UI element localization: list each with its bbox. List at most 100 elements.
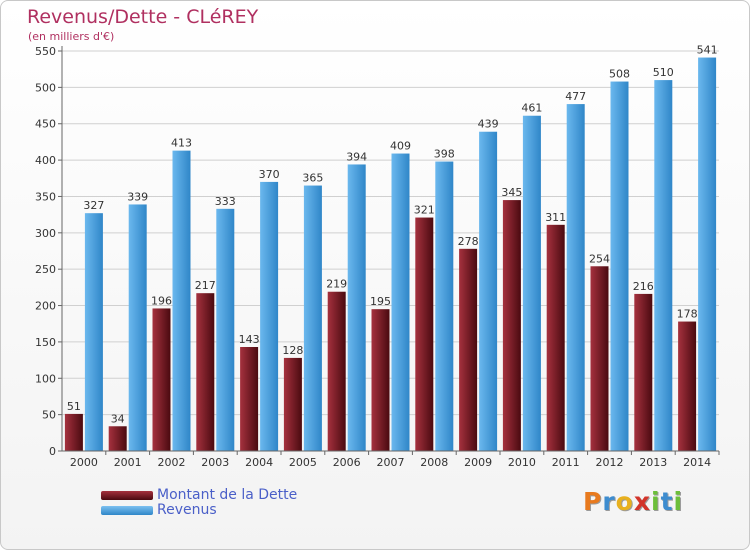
data-labels: 51 327 34 339 196 413 217 333 143 370 128 365 219 394… — [67, 44, 718, 426]
data-label-dette: 128 — [282, 344, 303, 357]
bar-revenus — [172, 150, 191, 452]
bar-dette — [634, 293, 653, 451]
logo-letter: i — [673, 487, 684, 516]
proxiti-logo: Proxiti — [583, 487, 683, 516]
bar-dette — [283, 357, 302, 451]
data-label-revenus: 439 — [478, 118, 499, 131]
bar-revenus — [610, 81, 629, 451]
bar-dette — [371, 309, 390, 451]
data-label-revenus: 477 — [565, 90, 586, 103]
data-label-revenus: 541 — [697, 44, 718, 57]
data-label-dette: 345 — [501, 186, 522, 199]
data-label-revenus: 339 — [127, 190, 148, 203]
bar-revenus — [522, 115, 541, 452]
y-tick-label: 150 — [35, 336, 56, 349]
y-tick-label: 0 — [49, 445, 56, 458]
logo-letter: i — [651, 487, 661, 516]
bar-dette — [196, 293, 215, 451]
y-tick-label: 400 — [35, 154, 56, 167]
data-label-dette: 196 — [151, 294, 172, 307]
data-label-revenus: 510 — [653, 66, 674, 79]
bar-dette — [327, 291, 346, 451]
chart-subtitle: (en milliers d'€) — [28, 30, 115, 43]
bar-revenus — [698, 57, 717, 451]
x-tick-label: 2007 — [377, 456, 405, 469]
data-label-revenus: 508 — [609, 68, 630, 81]
bar-dette — [590, 266, 609, 451]
legend-label-dette: Montant de la Dette — [157, 487, 298, 503]
data-label-dette: 217 — [195, 279, 216, 292]
bar-revenus — [654, 80, 673, 451]
x-tick-label: 2004 — [245, 456, 273, 469]
data-label-revenus: 409 — [390, 140, 411, 153]
data-label-revenus: 365 — [302, 172, 323, 185]
data-label-dette: 278 — [458, 235, 479, 248]
y-tick-label: 500 — [35, 81, 56, 94]
bar-dette — [502, 200, 521, 451]
bar-revenus — [216, 208, 235, 451]
bar-dette — [240, 347, 259, 451]
data-label-dette: 195 — [370, 295, 391, 308]
bar-revenus — [347, 164, 366, 452]
data-label-revenus: 370 — [259, 168, 280, 181]
logo-letter: P — [583, 487, 603, 516]
data-label-revenus: 398 — [434, 148, 455, 161]
axes: 0 50 100 150 200 250 300 350 400 450 500 550 2000 200… — [35, 45, 720, 469]
data-label-dette: 51 — [67, 400, 81, 413]
data-label-dette: 219 — [326, 278, 347, 291]
data-label-revenus: 333 — [215, 195, 236, 208]
data-label-dette: 143 — [239, 333, 260, 346]
data-label-revenus: 413 — [171, 137, 192, 150]
y-tick-label: 100 — [35, 372, 56, 385]
x-tick-label: 2009 — [464, 456, 492, 469]
x-tick-label: 2003 — [201, 456, 229, 469]
y-tick-label: 250 — [35, 263, 56, 276]
data-label-dette: 34 — [111, 412, 125, 425]
x-tick-label: 2013 — [639, 456, 667, 469]
bars — [64, 57, 717, 452]
x-tick-label: 2010 — [508, 456, 536, 469]
logo-letter: r — [602, 487, 616, 516]
bar-revenus — [260, 181, 279, 451]
data-label-dette: 311 — [545, 211, 566, 224]
x-tick-label: 2006 — [333, 456, 361, 469]
bar-revenus — [435, 161, 454, 451]
y-tick-label: 200 — [35, 300, 56, 313]
bar-revenus — [303, 185, 322, 451]
y-tick-label: 50 — [42, 409, 56, 422]
data-label-revenus: 461 — [521, 102, 542, 115]
bar-dette — [64, 413, 83, 451]
x-tick-label: 2000 — [70, 456, 98, 469]
bar-revenus — [479, 131, 498, 451]
data-label-dette: 254 — [589, 252, 610, 265]
bar-dette — [546, 224, 565, 451]
x-tick-label: 2011 — [552, 456, 580, 469]
data-label-revenus: 394 — [346, 150, 367, 163]
bar-dette — [459, 248, 478, 451]
y-tick-label: 450 — [35, 118, 56, 131]
data-label-dette: 321 — [414, 204, 435, 217]
logo-letter: o — [615, 487, 634, 516]
bar-dette — [108, 426, 127, 451]
bar-revenus — [566, 104, 585, 451]
legend-label-revenus: Revenus — [157, 502, 217, 518]
x-tick-label: 2012 — [596, 456, 624, 469]
bar-dette — [152, 308, 171, 451]
bar-revenus — [128, 204, 147, 451]
data-label-dette: 216 — [633, 280, 654, 293]
y-tick-label: 550 — [35, 45, 56, 58]
x-tick-label: 2005 — [289, 456, 317, 469]
x-tick-label: 2002 — [158, 456, 186, 469]
y-tick-label: 350 — [35, 190, 56, 203]
bar-dette — [678, 321, 697, 451]
logo-letter: t — [660, 487, 674, 516]
legend-swatch-dette — [101, 491, 153, 500]
x-tick-label: 2008 — [420, 456, 448, 469]
chart-title: Revenus/Dette - CLéREY — [27, 6, 259, 28]
bar-revenus — [391, 153, 410, 451]
y-tick-label: 300 — [35, 227, 56, 240]
x-tick-label: 2014 — [683, 456, 711, 469]
logo-letter: x — [633, 487, 651, 516]
